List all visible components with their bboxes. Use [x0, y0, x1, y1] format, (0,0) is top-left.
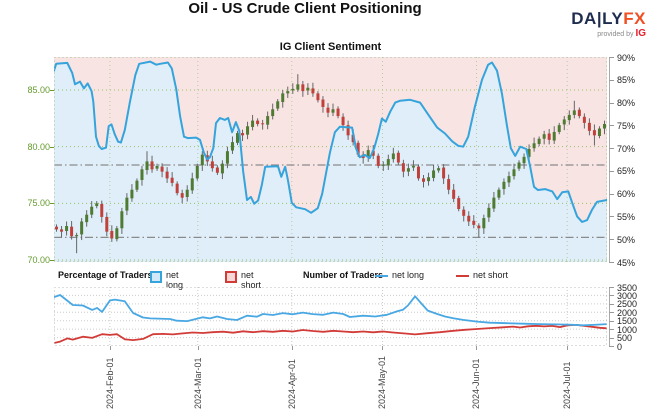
count-tick-mark	[609, 329, 614, 331]
logo-tagline: provided by IG	[597, 28, 646, 39]
pct-tick-label: 70%	[617, 143, 636, 154]
price-tick-label: 70.00	[27, 254, 50, 265]
count-tick-label: 2500	[617, 299, 638, 310]
pct-tick-mark	[609, 148, 614, 150]
pct-tick-mark	[609, 102, 614, 104]
pct-tick-mark	[609, 262, 614, 263]
date-tick-label: 2024-Apr-01	[286, 358, 297, 409]
pct-tick-label: 55%	[617, 211, 636, 222]
pct-tick-mark	[609, 239, 614, 241]
dailyfx-logo-wordmark: DA|LYFX	[571, 10, 646, 27]
count-axis-spine	[609, 287, 610, 346]
net-long-swatch-icon	[150, 271, 162, 283]
dailyfx-logo[interactable]: DA|LYFX provided by IG	[571, 10, 646, 39]
legend-net-short-count[interactable]: net short	[456, 270, 508, 280]
count-tick-label: 1500	[617, 316, 638, 327]
pct-tick-mark	[609, 125, 614, 127]
ig-logo: IG	[635, 28, 646, 39]
pct-tick-mark	[609, 193, 614, 195]
count-tick-label: 3500	[617, 282, 638, 293]
pct-tick-label: 75%	[617, 120, 636, 131]
price-tick-mark	[50, 146, 54, 148]
legend-net-long-count[interactable]: net long	[375, 270, 424, 280]
date-tick-label: 2024-Mar-01	[192, 357, 203, 409]
price-tick-mark	[50, 203, 54, 205]
count-tick-label: 3000	[617, 290, 638, 301]
price-tick-mark	[50, 90, 54, 91]
logo-fx-text: FX	[623, 9, 646, 28]
count-tick-label: 2000	[617, 307, 638, 318]
date-tick-mark	[567, 346, 569, 350]
price-tick-label: 80.00	[27, 141, 50, 152]
pct-tick-label: 80%	[617, 98, 636, 109]
legend-percentage-label: Percentage of Traders	[58, 270, 153, 280]
net-short-line-icon	[456, 275, 469, 277]
price-tick-label: 75.00	[27, 198, 50, 209]
count-tick-label: 0	[617, 341, 623, 352]
pct-tick-mark	[609, 170, 614, 172]
pct-tick-mark	[609, 216, 614, 218]
page-title: Oil - US Crude Client Positioning	[188, 0, 422, 17]
count-tick-mark	[609, 312, 614, 314]
legend-number-label: Number of Traders	[303, 270, 384, 280]
count-tick-label: 1000	[617, 324, 638, 335]
date-tick-mark	[291, 346, 293, 350]
count-tick-mark	[609, 320, 614, 322]
date-tick-label: 2024-Jun-01	[471, 358, 482, 409]
net-short-swatch-icon	[225, 271, 237, 283]
date-tick-label: 2024-Feb-01	[104, 357, 115, 409]
price-tick-mark	[50, 259, 54, 261]
pct-tick-label: 85%	[617, 75, 636, 86]
pct-tick-label: 90%	[617, 52, 636, 63]
date-tick-mark	[109, 346, 111, 350]
pct-tick-mark	[609, 57, 614, 58]
count-tick-mark	[609, 295, 614, 297]
date-tick-mark	[382, 346, 384, 350]
pct-tick-label: 65%	[617, 166, 636, 177]
count-tick-label: 500	[617, 333, 633, 344]
pct-tick-mark	[609, 79, 614, 81]
logo-daily-text: DA|LY	[571, 9, 624, 28]
date-tick-label: 2024-May-01	[377, 355, 388, 409]
date-tick-mark	[197, 346, 199, 350]
pct-tick-label: 45%	[617, 257, 636, 268]
count-tick-mark	[609, 287, 614, 288]
date-tick-mark	[476, 346, 478, 350]
chart-legend: Percentage of Traders net long net short…	[58, 270, 509, 290]
count-tick-mark	[609, 303, 614, 305]
chart-title: IG Client Sentiment	[279, 41, 382, 53]
pct-tick-label: 50%	[617, 234, 636, 245]
pct-axis-spine	[609, 57, 610, 262]
price-tick-label: 85.00	[27, 85, 50, 95]
pct-tick-label: 60%	[617, 189, 636, 200]
date-tick-label: 2024-Jul-01	[562, 361, 573, 409]
trader-count-chart[interactable]	[53, 287, 608, 346]
sentiment-price-chart[interactable]	[53, 57, 608, 262]
count-tick-mark	[609, 346, 614, 347]
net-long-line-icon	[375, 275, 388, 277]
count-tick-mark	[609, 337, 614, 339]
